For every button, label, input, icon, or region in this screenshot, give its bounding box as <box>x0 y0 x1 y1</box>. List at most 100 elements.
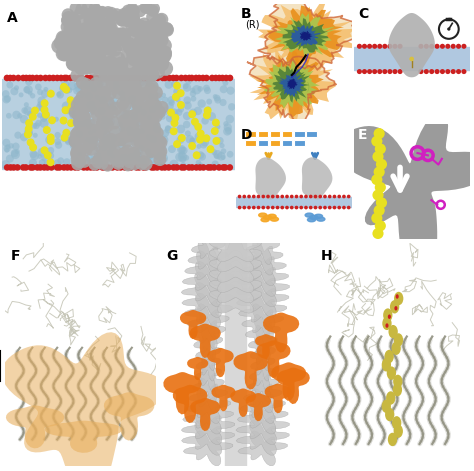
Circle shape <box>121 47 136 62</box>
Circle shape <box>190 137 195 143</box>
Circle shape <box>71 148 83 162</box>
Circle shape <box>29 164 36 171</box>
Circle shape <box>98 74 104 81</box>
Circle shape <box>14 85 19 90</box>
Circle shape <box>153 106 166 119</box>
Circle shape <box>142 65 156 80</box>
Circle shape <box>91 15 104 28</box>
Circle shape <box>119 127 124 132</box>
Circle shape <box>133 68 147 82</box>
Circle shape <box>136 122 141 127</box>
Circle shape <box>126 164 132 171</box>
Circle shape <box>69 106 82 119</box>
Circle shape <box>109 65 122 80</box>
Circle shape <box>394 333 403 347</box>
Circle shape <box>139 80 145 86</box>
Circle shape <box>77 14 90 27</box>
Circle shape <box>429 69 434 74</box>
Circle shape <box>91 136 98 143</box>
Circle shape <box>136 133 148 146</box>
Circle shape <box>78 111 91 124</box>
Circle shape <box>99 49 114 64</box>
Circle shape <box>337 206 341 210</box>
Circle shape <box>357 69 362 74</box>
Circle shape <box>149 130 162 143</box>
Circle shape <box>203 74 210 81</box>
Circle shape <box>67 74 73 81</box>
Circle shape <box>127 67 141 81</box>
Circle shape <box>387 44 392 49</box>
Circle shape <box>83 119 91 127</box>
Circle shape <box>451 69 456 74</box>
Circle shape <box>197 151 204 159</box>
Circle shape <box>194 107 202 115</box>
Circle shape <box>120 74 127 81</box>
Circle shape <box>74 101 79 106</box>
Circle shape <box>206 106 211 112</box>
Circle shape <box>47 162 54 168</box>
Circle shape <box>177 101 185 109</box>
Circle shape <box>68 134 82 147</box>
Circle shape <box>200 141 207 148</box>
Polygon shape <box>278 72 305 97</box>
Circle shape <box>154 32 168 47</box>
Circle shape <box>125 74 131 81</box>
Circle shape <box>112 86 125 99</box>
Circle shape <box>256 206 260 210</box>
Circle shape <box>37 154 42 159</box>
Circle shape <box>30 93 35 98</box>
Circle shape <box>151 65 165 79</box>
Circle shape <box>104 65 118 79</box>
Bar <box>354 48 470 71</box>
Circle shape <box>33 133 38 138</box>
Circle shape <box>295 195 298 198</box>
Circle shape <box>94 74 100 81</box>
Circle shape <box>88 56 102 71</box>
Circle shape <box>102 41 118 56</box>
Circle shape <box>92 152 106 165</box>
Circle shape <box>64 164 71 171</box>
Circle shape <box>48 164 55 171</box>
Circle shape <box>37 74 44 81</box>
Circle shape <box>200 164 207 171</box>
Circle shape <box>211 164 218 171</box>
Circle shape <box>73 155 86 168</box>
Circle shape <box>154 145 167 158</box>
Circle shape <box>81 38 96 53</box>
Circle shape <box>160 23 174 37</box>
Circle shape <box>112 32 127 47</box>
Circle shape <box>100 19 114 33</box>
Circle shape <box>384 350 394 363</box>
Circle shape <box>125 4 137 16</box>
Circle shape <box>180 147 188 154</box>
Circle shape <box>183 112 191 120</box>
Circle shape <box>61 13 74 26</box>
Polygon shape <box>193 325 223 360</box>
Circle shape <box>121 111 130 119</box>
Circle shape <box>65 30 80 45</box>
Circle shape <box>167 96 175 104</box>
Circle shape <box>120 137 125 142</box>
Circle shape <box>300 206 303 210</box>
Circle shape <box>120 135 133 148</box>
Circle shape <box>184 102 192 110</box>
Circle shape <box>46 158 55 166</box>
Circle shape <box>193 151 201 159</box>
Bar <box>236 197 352 207</box>
Polygon shape <box>246 393 271 421</box>
Circle shape <box>64 88 70 94</box>
Circle shape <box>109 61 123 76</box>
Circle shape <box>131 96 144 109</box>
Circle shape <box>448 28 450 30</box>
Circle shape <box>127 9 139 23</box>
Circle shape <box>217 152 226 161</box>
Circle shape <box>133 133 141 141</box>
Circle shape <box>173 140 181 148</box>
Circle shape <box>121 145 134 158</box>
Circle shape <box>127 129 135 137</box>
Circle shape <box>18 92 24 97</box>
Circle shape <box>94 144 101 152</box>
Circle shape <box>112 36 127 51</box>
Circle shape <box>197 144 201 149</box>
Circle shape <box>197 162 203 170</box>
